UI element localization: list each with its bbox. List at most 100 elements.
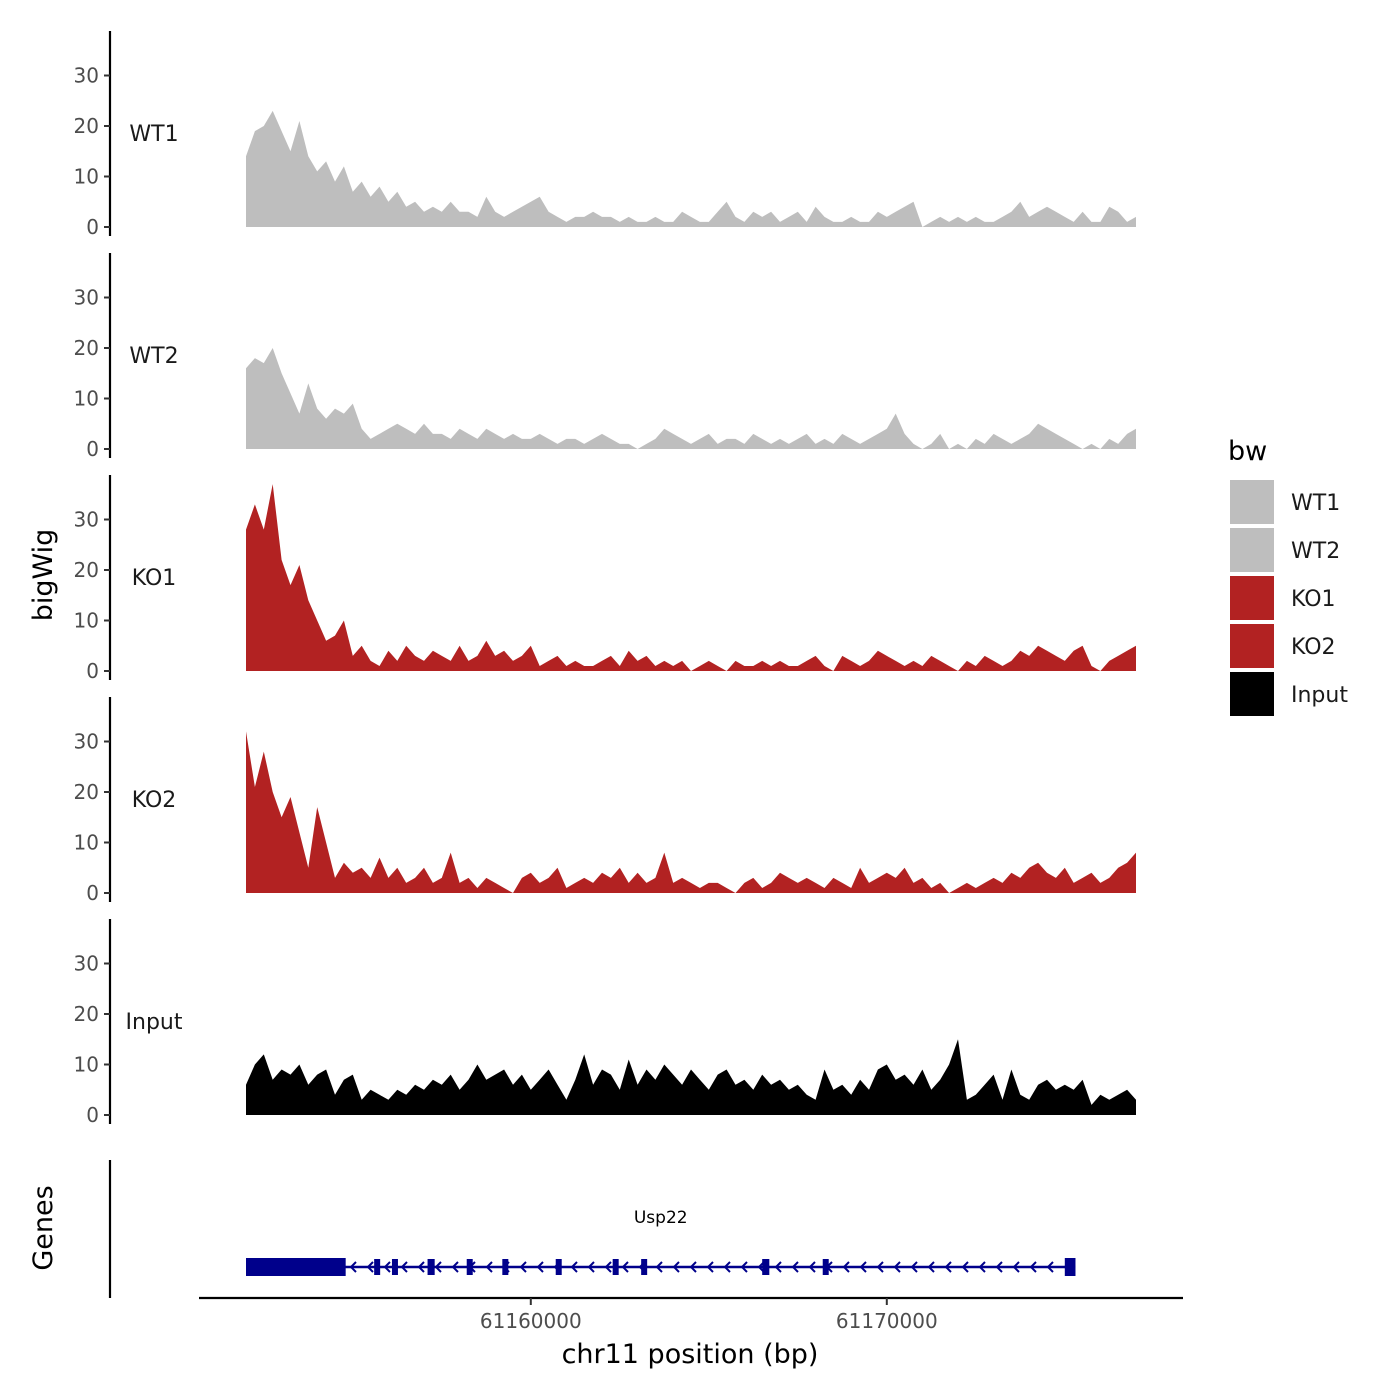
gene-exon [391, 1259, 398, 1275]
strand-arrow [672, 1261, 680, 1273]
gene-exon [1064, 1258, 1076, 1276]
strand-arrow [536, 1261, 544, 1273]
legend-title: bw [1228, 436, 1267, 467]
track-input: 0 10 20 30 Input [74, 919, 1136, 1127]
strand-arrow [519, 1261, 527, 1273]
y-tick-label: 10 [74, 1053, 99, 1077]
strand-arrow [434, 1261, 442, 1273]
legend-label-ko1: KO1 [1291, 587, 1336, 612]
strand-arrow [791, 1261, 799, 1273]
coverage-area-wt2 [246, 348, 1136, 449]
strand-arrow [740, 1261, 748, 1273]
strand-arrow [774, 1261, 782, 1273]
strand-arrow [621, 1261, 629, 1273]
strand-arrow [1029, 1261, 1037, 1273]
legend-label-ko2: KO2 [1291, 635, 1336, 660]
strand-arrow [944, 1261, 952, 1273]
strand-arrow [961, 1261, 969, 1273]
gene-exon [762, 1259, 770, 1275]
legend-swatch-wt2 [1230, 528, 1274, 572]
strand-arrow [706, 1261, 714, 1273]
y-tick-label: 20 [74, 114, 99, 138]
strand-arrow [366, 1261, 374, 1273]
coverage-tracks: 0 10 20 30 WT1 0 10 20 30 WT2 0 10 20 30 KO1 0 10 20 30 KO2… [74, 31, 1136, 1127]
y-tick-label: 30 [74, 508, 99, 532]
y-tick-label: 10 [74, 831, 99, 855]
track-wt1: 0 10 20 30 WT1 [74, 31, 1136, 239]
legend-label-wt1: WT1 [1291, 491, 1340, 516]
gene-name-label: Usp22 [634, 1208, 688, 1228]
track-label: KO1 [132, 566, 177, 591]
strand-arrow [893, 1261, 901, 1273]
strand-arrow [995, 1261, 1003, 1273]
track-ko2: 0 10 20 30 KO2 [74, 697, 1136, 905]
track-label: WT2 [129, 344, 178, 369]
strand-arrow [570, 1261, 578, 1273]
gene-exon [641, 1259, 648, 1275]
track-wt2: 0 10 20 30 WT2 [74, 253, 1136, 461]
legend-label-input: Input [1291, 683, 1348, 708]
x-tick-label: 61170000 [836, 1309, 938, 1333]
y-tick-label: 10 [74, 387, 99, 411]
gene-panel: Usp22 [108, 1160, 1076, 1298]
legend-swatch-ko1 [1230, 576, 1274, 620]
y-tick-label: 20 [74, 1002, 99, 1026]
gene-exon [612, 1259, 619, 1275]
strand-arrow [587, 1261, 595, 1273]
y-tick-label: 0 [86, 881, 99, 905]
strand-arrow [485, 1261, 493, 1273]
gene-exon [374, 1259, 381, 1275]
gene-exon [246, 1258, 346, 1276]
x-tick-label: 61160000 [480, 1309, 582, 1333]
y-tick-label: 20 [74, 558, 99, 582]
y-axis-title: bigWig [28, 529, 59, 622]
gene-exon [427, 1259, 435, 1275]
y-tick-label: 0 [86, 437, 99, 461]
coverage-area-ko1 [246, 484, 1136, 671]
strand-arrow [1046, 1261, 1054, 1273]
y-tick-label: 10 [74, 609, 99, 633]
gene-exon [555, 1259, 562, 1275]
strand-arrow [417, 1261, 425, 1273]
x-axis-title: chr11 position (bp) [562, 1339, 819, 1370]
y-tick-label: 0 [86, 659, 99, 683]
legend-label-wt2: WT2 [1291, 539, 1340, 564]
legend-swatch-wt1 [1230, 480, 1274, 524]
strand-arrow [723, 1261, 731, 1273]
legend: bw WT1 WT2 KO1 KO2 Input [1228, 436, 1348, 716]
coverage-area-ko2 [246, 731, 1136, 893]
coverage-area-wt1 [246, 110, 1136, 227]
strand-arrow [842, 1261, 850, 1273]
strand-arrow [927, 1261, 935, 1273]
strand-arrow [859, 1261, 867, 1273]
x-axis: 61160000 61170000 [199, 1296, 1183, 1333]
y-tick-label: 30 [74, 730, 99, 754]
strand-arrow [1012, 1261, 1020, 1273]
strand-arrow [383, 1261, 391, 1273]
y-tick-label: 0 [86, 215, 99, 239]
strand-arrow [349, 1261, 357, 1273]
coverage-area-input [246, 1039, 1136, 1115]
legend-swatch-input [1230, 672, 1274, 716]
strand-arrow [400, 1261, 408, 1273]
y-tick-label: 30 [74, 64, 99, 88]
y-tick-label: 10 [74, 165, 99, 189]
gene-exon [502, 1259, 509, 1275]
strand-arrow [910, 1261, 918, 1273]
strand-arrow [876, 1261, 884, 1273]
legend-swatch-ko2 [1230, 624, 1274, 668]
y-tick-label: 20 [74, 336, 99, 360]
y-tick-label: 0 [86, 1103, 99, 1127]
genes-axis-title: Genes [28, 1185, 59, 1270]
y-tick-label: 30 [74, 286, 99, 310]
track-label: Input [126, 1010, 183, 1035]
strand-arrow [808, 1261, 816, 1273]
strand-arrow [451, 1261, 459, 1273]
track-label: WT1 [129, 122, 178, 147]
track-ko1: 0 10 20 30 KO1 [74, 475, 1136, 683]
strand-arrow [655, 1261, 663, 1273]
y-tick-label: 30 [74, 952, 99, 976]
strand-arrow [689, 1261, 697, 1273]
y-tick-label: 20 [74, 780, 99, 804]
